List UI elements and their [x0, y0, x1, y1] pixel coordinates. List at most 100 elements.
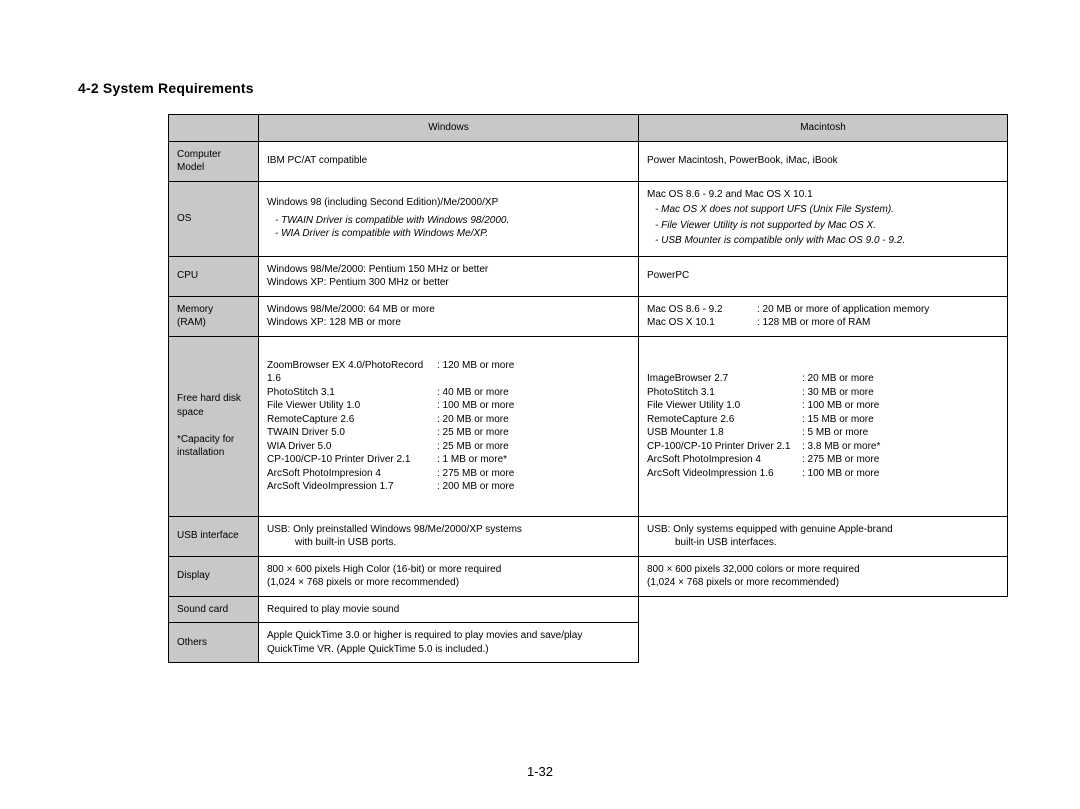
- header-windows: Windows: [259, 115, 639, 142]
- requirements-table: Windows Macintosh Computer Model IBM PC/…: [168, 114, 1008, 663]
- row-label-others: Others: [169, 623, 259, 663]
- disk-item-value: : 275 MB or more: [437, 467, 630, 481]
- usb-win-line: USB: Only preinstalled Windows 98/Me/200…: [267, 524, 522, 535]
- page-number: 1-32: [0, 764, 1080, 779]
- cell-mac-empty: [639, 596, 1008, 663]
- disk-item-value: : 15 MB or more: [802, 413, 999, 427]
- disk-item-value: : 275 MB or more: [802, 453, 999, 467]
- disk-item-name: ZoomBrowser EX 4.0/PhotoRecord 1.6: [267, 359, 437, 386]
- usb-mac-line: USB: Only systems equipped with genuine …: [647, 524, 893, 535]
- disk-item-value: : 200 MB or more: [437, 480, 630, 494]
- header-macintosh: Macintosh: [639, 115, 1008, 142]
- disk-label: space: [177, 407, 204, 418]
- cell-mac-usb: USB: Only systems equipped with genuine …: [639, 516, 1008, 556]
- disk-item: File Viewer Utility 1.0: 100 MB or more: [647, 399, 999, 413]
- memory-label: (RAM): [177, 317, 206, 328]
- disk-item-name: ArcSoft PhotoImpresion 4: [647, 453, 802, 467]
- usb-mac-line: built-in USB interfaces.: [675, 536, 777, 550]
- display-mac-line: (1,024 × 768 pixels or more recommended): [647, 577, 839, 588]
- disk-item: ImageBrowser 2.7: 20 MB or more: [647, 372, 999, 386]
- disk-item-name: ArcSoft PhotoImpresion 4: [267, 467, 437, 481]
- cell-win-sound: Required to play movie sound: [259, 596, 639, 623]
- disk-item: PhotoStitch 3.1: 30 MB or more: [647, 386, 999, 400]
- disk-item-value: : 100 MB or more: [802, 467, 999, 481]
- table-row: Display 800 × 600 pixels High Color (16-…: [169, 556, 1008, 596]
- cell-win-display: 800 × 600 pixels High Color (16-bit) or …: [259, 556, 639, 596]
- disk-item-name: CP-100/CP-10 Printer Driver 2.1: [647, 440, 802, 454]
- table-row: Computer Model IBM PC/AT compatible Powe…: [169, 141, 1008, 181]
- table-row: USB interface USB: Only preinstalled Win…: [169, 516, 1008, 556]
- disk-item-name: TWAIN Driver 5.0: [267, 426, 437, 440]
- row-label-memory: Memory (RAM): [169, 296, 259, 336]
- disk-item: CP-100/CP-10 Printer Driver 2.1: 1 MB or…: [267, 453, 630, 467]
- disk-label: Free hard disk: [177, 393, 241, 404]
- disk-item: ArcSoft VideoImpression 1.6: 100 MB or m…: [647, 467, 999, 481]
- disk-item-name: USB Mounter 1.8: [647, 426, 802, 440]
- row-label-os: OS: [169, 181, 259, 256]
- disk-item: WIA Driver 5.0: 25 MB or more: [267, 440, 630, 454]
- row-label-display: Display: [169, 556, 259, 596]
- disk-item-name: ArcSoft VideoImpression 1.6: [647, 467, 802, 481]
- others-win-line: QuickTime VR. (Apple QuickTime 5.0 is in…: [267, 644, 489, 655]
- cell-mac-memory: Mac OS 8.6 - 9.2: 20 MB or more of appli…: [639, 296, 1008, 336]
- cell-mac-disk: ImageBrowser 2.7: 20 MB or morePhotoStit…: [639, 336, 1008, 516]
- row-label-usb: USB interface: [169, 516, 259, 556]
- disk-item: RemoteCapture 2.6: 15 MB or more: [647, 413, 999, 427]
- disk-label: installation: [177, 447, 224, 458]
- disk-item-value: : 25 MB or more: [437, 440, 630, 454]
- disk-item-value: : 30 MB or more: [802, 386, 999, 400]
- disk-item-name: WIA Driver 5.0: [267, 440, 437, 454]
- disk-item: USB Mounter 1.8: 5 MB or more: [647, 426, 999, 440]
- cell-win-others: Apple QuickTime 3.0 or higher is require…: [259, 623, 639, 663]
- cell-win-memory: Windows 98/Me/2000: 64 MB or more Window…: [259, 296, 639, 336]
- disk-item-value: : 1 MB or more*: [437, 453, 630, 467]
- os-mac-note: - File Viewer Utility is not supported b…: [655, 219, 999, 233]
- disk-item-value: : 100 MB or more: [437, 399, 630, 413]
- table-row: Free hard disk space *Capacity for insta…: [169, 336, 1008, 516]
- disk-item-name: RemoteCapture 2.6: [267, 413, 437, 427]
- table-row: OS Windows 98 (including Second Edition)…: [169, 181, 1008, 256]
- disk-item: PhotoStitch 3.1: 40 MB or more: [267, 386, 630, 400]
- memory-label: Memory: [177, 304, 213, 315]
- display-win-line: (1,024 × 768 pixels or more recommended): [267, 577, 459, 588]
- disk-label: *Capacity for: [177, 434, 234, 445]
- cell-win-computer-model: IBM PC/AT compatible: [259, 141, 639, 181]
- disk-item-name: RemoteCapture 2.6: [647, 413, 802, 427]
- os-win-main: Windows 98 (including Second Edition)/Me…: [267, 197, 498, 208]
- cell-win-disk: ZoomBrowser EX 4.0/PhotoRecord 1.6: 120 …: [259, 336, 639, 516]
- cell-mac-display: 800 × 600 pixels 32,000 colors or more r…: [639, 556, 1008, 596]
- usb-win-line: with built-in USB ports.: [295, 536, 396, 550]
- cell-win-os: Windows 98 (including Second Edition)/Me…: [259, 181, 639, 256]
- disk-item-value: : 20 MB or more: [437, 413, 630, 427]
- disk-item-value: : 120 MB or more: [437, 359, 630, 386]
- row-label-disk: Free hard disk space *Capacity for insta…: [169, 336, 259, 516]
- disk-item-name: PhotoStitch 3.1: [267, 386, 437, 400]
- disk-item: ArcSoft VideoImpression 1.7: 200 MB or m…: [267, 480, 630, 494]
- cpu-win-line: Windows XP: Pentium 300 MHz or better: [267, 277, 449, 288]
- cell-win-cpu: Windows 98/Me/2000: Pentium 150 MHz or b…: [259, 256, 639, 296]
- disk-item-name: File Viewer Utility 1.0: [267, 399, 437, 413]
- row-label-computer-model: Computer Model: [169, 141, 259, 181]
- disk-item-value: : 20 MB or more: [802, 372, 999, 386]
- os-win-note: - WIA Driver is compatible with Windows …: [275, 227, 630, 241]
- table-row: Sound card Required to play movie sound: [169, 596, 1008, 623]
- os-mac-note: - USB Mounter is compatible only with Ma…: [655, 234, 999, 248]
- cell-mac-cpu: PowerPC: [639, 256, 1008, 296]
- os-win-note: - TWAIN Driver is compatible with Window…: [275, 214, 630, 228]
- cell-win-usb: USB: Only preinstalled Windows 98/Me/200…: [259, 516, 639, 556]
- disk-item-value: : 40 MB or more: [437, 386, 630, 400]
- table-row: CPU Windows 98/Me/2000: Pentium 150 MHz …: [169, 256, 1008, 296]
- disk-item-name: File Viewer Utility 1.0: [647, 399, 802, 413]
- cell-mac-computer-model: Power Macintosh, PowerBook, iMac, iBook: [639, 141, 1008, 181]
- section-title: 4-2 System Requirements: [78, 80, 1002, 96]
- row-label-sound: Sound card: [169, 596, 259, 623]
- disk-item-value: : 25 MB or more: [437, 426, 630, 440]
- cell-mac-os: Mac OS 8.6 - 9.2 and Mac OS X 10.1 - Mac…: [639, 181, 1008, 256]
- memory-mac-line: Mac OS X 10.1: 128 MB or more of RAM: [647, 317, 870, 328]
- display-mac-line: 800 × 600 pixels 32,000 colors or more r…: [647, 564, 860, 575]
- header-blank: [169, 115, 259, 142]
- row-label-cpu: CPU: [169, 256, 259, 296]
- document-page: 4-2 System Requirements Windows Macintos…: [0, 0, 1080, 809]
- cpu-win-line: Windows 98/Me/2000: Pentium 150 MHz or b…: [267, 264, 488, 275]
- disk-item: ArcSoft PhotoImpresion 4: 275 MB or more: [267, 467, 630, 481]
